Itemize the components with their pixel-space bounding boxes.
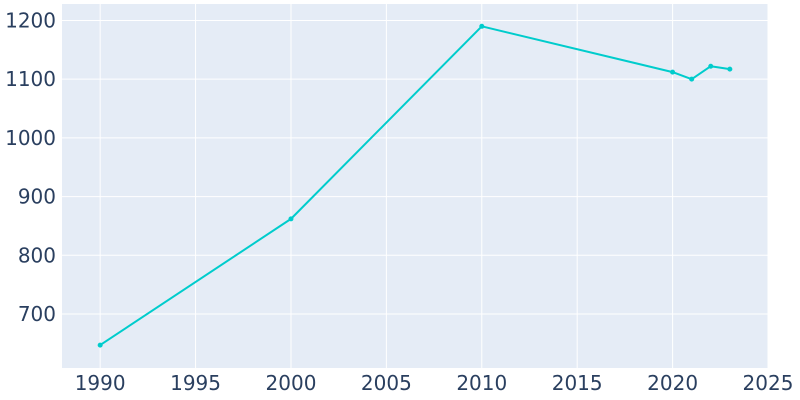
data-point [670, 69, 676, 75]
y-tick-label: 700 [18, 302, 56, 326]
data-point [97, 342, 103, 348]
data-point [689, 76, 695, 82]
y-tick-label: 900 [18, 185, 56, 209]
x-tick-label: 2015 [552, 371, 603, 395]
x-tick-label: 1990 [75, 371, 126, 395]
x-tick-label: 2010 [456, 371, 507, 395]
y-tick-label: 1100 [5, 67, 56, 91]
data-point [288, 216, 294, 222]
x-tick-label: 2005 [361, 371, 412, 395]
y-tick-label: 800 [18, 243, 56, 267]
x-tick-label: 2020 [647, 371, 698, 395]
x-gridlines [99, 4, 769, 368]
y-tick-label: 1200 [5, 8, 56, 32]
x-tick-label: 2000 [266, 371, 317, 395]
plot-background [62, 4, 768, 368]
y-tick-label: 1000 [5, 126, 56, 150]
data-point [708, 63, 714, 69]
y-gridlines [62, 19, 768, 315]
data-point [727, 66, 733, 72]
data-point [479, 23, 485, 29]
x-tick-label: 2025 [743, 371, 794, 395]
x-axis-tick-labels: 1990 1995 2000 2005 2010 2015 2020 2025 [75, 371, 794, 395]
y-axis-tick-labels: 700 800 900 1000 1100 1200 [5, 8, 56, 326]
series-layer [97, 23, 733, 348]
x-tick-label: 1995 [170, 371, 221, 395]
